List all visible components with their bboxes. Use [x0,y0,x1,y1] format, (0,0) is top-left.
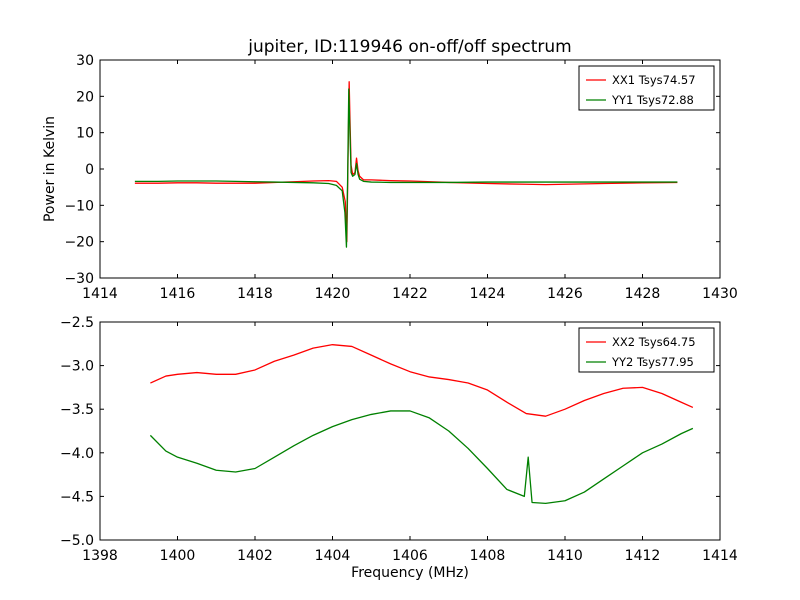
x-tick-label: 1430 [702,286,738,302]
y-tick-label: 0 [85,162,94,178]
legend-entry: YY1 Tsys72.88 [611,93,694,107]
x-tick-label: 1414 [702,548,738,564]
x-tick-label: 1400 [160,548,196,564]
y-tick-label: 30 [76,53,94,69]
series-lines [134,81,678,248]
x-tick-label: 1408 [470,548,506,564]
legend-entry: YY2 Tsys77.95 [611,355,694,369]
series-lines [149,344,694,505]
series-line-2 [149,410,694,505]
x-tick-label: 1406 [392,548,428,564]
x-tick-label: 1402 [237,548,273,564]
x-tick-label: 1420 [315,286,351,302]
top-spectrum-panel: 1414 1416 1418 1420 1422 1424 1426 1428 1430 −30 −… [42,53,738,302]
x-tick-label: 1424 [470,286,506,302]
y-tick-label: −2.5 [60,315,94,331]
x-tick-label: 1398 [82,548,118,564]
legend-box [578,65,715,111]
x-tick-label: 1412 [625,548,661,564]
legend-entry: XX2 Tsys64.75 [612,335,696,349]
legend: XX1 Tsys74.57 YY1 Tsys72.88 [578,65,715,111]
legend-entry: XX1 Tsys74.57 [612,73,696,87]
series-line-2 [134,88,678,248]
x-tick-label: 1422 [392,286,428,302]
x-tick-label: 1428 [625,286,661,302]
y-tick-label: 10 [76,126,94,142]
y-tick-label: −3.0 [60,359,94,375]
bottom-spectrum-panel: 1398 1400 1402 1404 1406 1408 1410 1412 1414 −5.0… [60,315,738,581]
x-tick-label: 1410 [547,548,583,564]
series-line-1 [150,344,694,417]
legend: XX2 Tsys64.75 YY2 Tsys77.95 [578,327,715,373]
y-tick-label: −20 [64,235,94,251]
x-tick-label: 1426 [547,286,583,302]
x-axis-label: Frequency (MHz) [351,565,469,581]
x-tick-label: 1416 [160,286,196,302]
y-tick-label: −5.0 [60,533,94,549]
y-tick-label: −3.5 [60,402,94,418]
x-tick-label: 1414 [82,286,118,302]
y-tick-label: −4.0 [60,446,94,462]
y-tick-label: −30 [64,271,94,287]
y-tick-label: −4.5 [60,489,94,505]
y-tick-label: 20 [76,89,94,105]
x-tick-label: 1418 [237,286,273,302]
legend-box [578,327,715,373]
x-tick-label: 1404 [315,548,351,564]
y-tick-label: −10 [64,198,94,214]
chart-title: jupiter, ID:119946 on-off/off spectrum [247,37,572,57]
y-axis-label: Power in Kelvin [42,116,58,222]
